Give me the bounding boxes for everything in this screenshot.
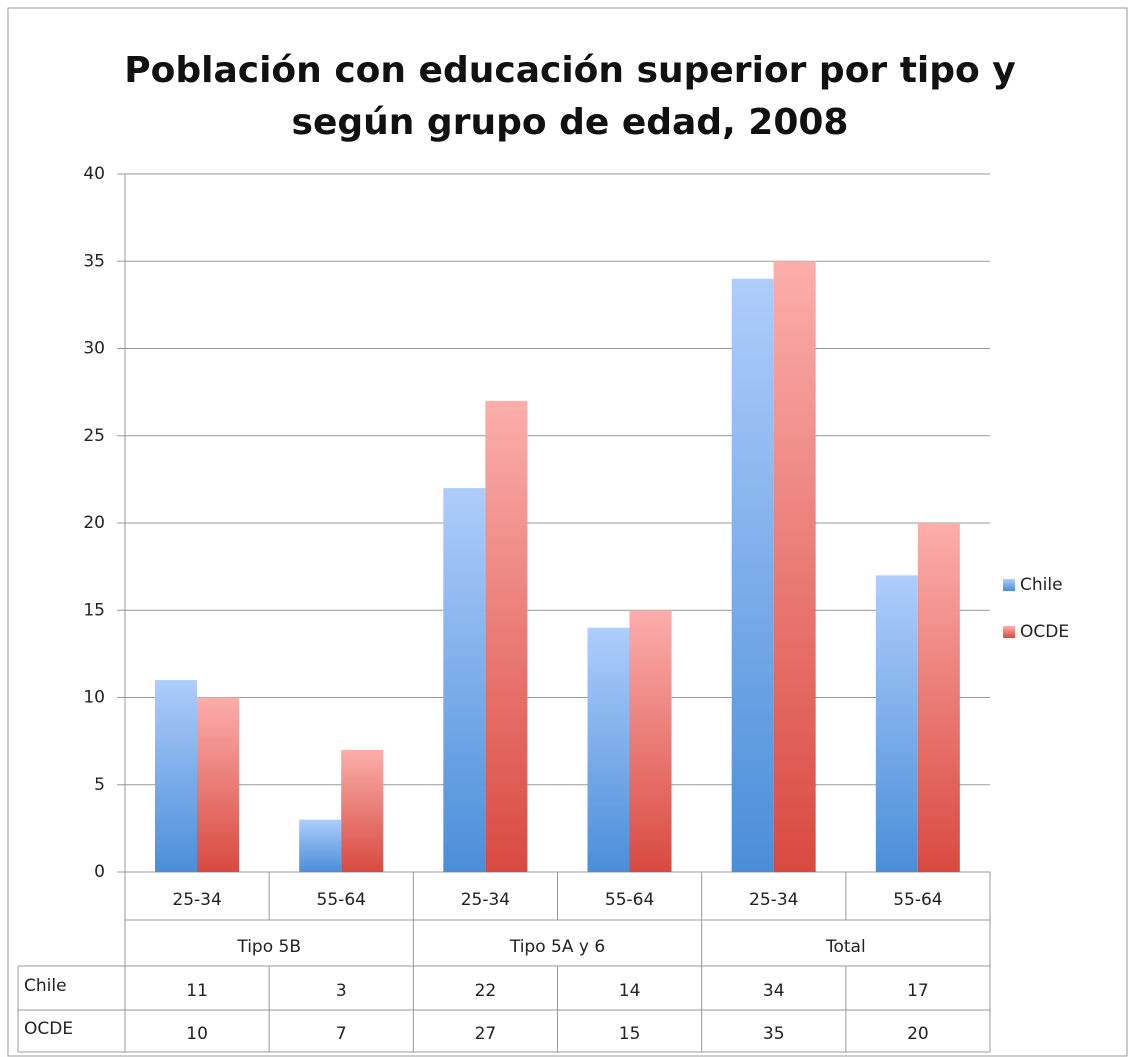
bar: [875, 575, 918, 872]
bar: [773, 261, 816, 872]
legend-label: Chile: [1020, 575, 1063, 595]
y-tick-label: 25: [83, 426, 105, 446]
group-label: Tipo 5A y 6: [509, 937, 605, 957]
chart-title: según grupo de edad, 2008: [292, 102, 849, 143]
y-tick-label: 35: [83, 251, 105, 271]
x-tick-label: 55-64: [317, 890, 366, 910]
table-value: 20: [907, 1024, 929, 1044]
bar: [917, 523, 960, 872]
table-value: 11: [186, 981, 208, 1001]
bar: [485, 400, 528, 872]
y-tick-label: 0: [94, 862, 105, 882]
y-tick-label: 20: [83, 513, 105, 533]
group-label: Total: [825, 937, 866, 957]
bar: [155, 680, 197, 872]
legend-label: OCDE: [1020, 622, 1069, 642]
table-value: 10: [186, 1024, 208, 1044]
y-tick-label: 15: [83, 600, 105, 620]
chart-title: Población con educación superior por tip…: [124, 50, 1016, 91]
bar: [299, 819, 342, 872]
bar: [197, 697, 239, 872]
table-value: 15: [619, 1024, 641, 1044]
table-value: 35: [763, 1024, 785, 1044]
table-value: 14: [619, 981, 641, 1001]
chart-border: [7, 7, 1128, 1057]
y-tick-label: 10: [83, 688, 105, 708]
bar: [443, 488, 486, 872]
x-tick-label: 55-64: [893, 890, 942, 910]
group-label: Tipo 5B: [236, 937, 301, 957]
table-value: 27: [475, 1024, 497, 1044]
bar: [587, 627, 630, 872]
table-value: 3: [336, 981, 347, 1001]
table-value: 7: [336, 1024, 347, 1044]
y-tick-label: 40: [83, 164, 105, 184]
x-tick-label: 25-34: [749, 890, 798, 910]
table-value: 22: [475, 981, 497, 1001]
y-tick-label: 30: [83, 339, 105, 359]
bar: [731, 278, 774, 872]
legend-swatch: [1003, 626, 1015, 638]
table-value: 17: [907, 981, 929, 1001]
bar: [629, 610, 672, 872]
x-tick-label: 55-64: [605, 890, 654, 910]
table-row-label: Chile: [24, 976, 67, 996]
table-row-label: OCDE: [24, 1019, 73, 1039]
x-tick-label: 25-34: [461, 890, 510, 910]
table-value: 34: [763, 981, 785, 1001]
legend-swatch: [1003, 579, 1015, 591]
y-tick-label: 5: [94, 775, 105, 795]
x-tick-label: 25-34: [172, 890, 221, 910]
bar: [341, 749, 384, 872]
